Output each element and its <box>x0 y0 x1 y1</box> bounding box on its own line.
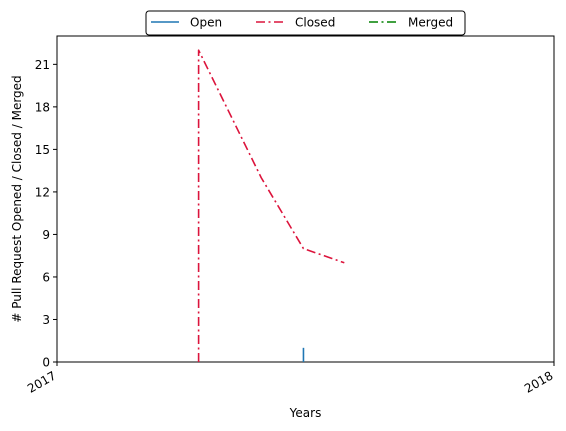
y-tick-label: 15 <box>35 143 50 157</box>
y-tick-label: 9 <box>42 228 50 242</box>
y-axis-label: # Pull Request Opened / Closed / Merged <box>10 75 24 322</box>
y-tick-label: 3 <box>42 313 50 327</box>
legend: Open Closed Merged <box>145 10 466 36</box>
y-tick-label: 18 <box>35 100 50 114</box>
series-group <box>197 49 345 362</box>
x-axis-label: Years <box>289 406 322 420</box>
legend-box <box>145 10 466 36</box>
plot-frame <box>56 35 555 363</box>
y-tick-label: 21 <box>35 58 50 72</box>
y-tick-label: 0 <box>42 356 50 370</box>
y-tick-label: 6 <box>42 270 50 284</box>
legend-label-closed: Closed <box>295 16 335 30</box>
legend-label-merged: Merged <box>408 16 453 30</box>
plot-area <box>56 35 555 363</box>
legend-label-open: Open <box>190 16 222 30</box>
y-tick-label: 12 <box>35 185 50 199</box>
x-tick-label: 2018 <box>522 368 555 395</box>
series-line-closed <box>197 49 345 362</box>
x-tick-label: 2017 <box>25 368 58 395</box>
